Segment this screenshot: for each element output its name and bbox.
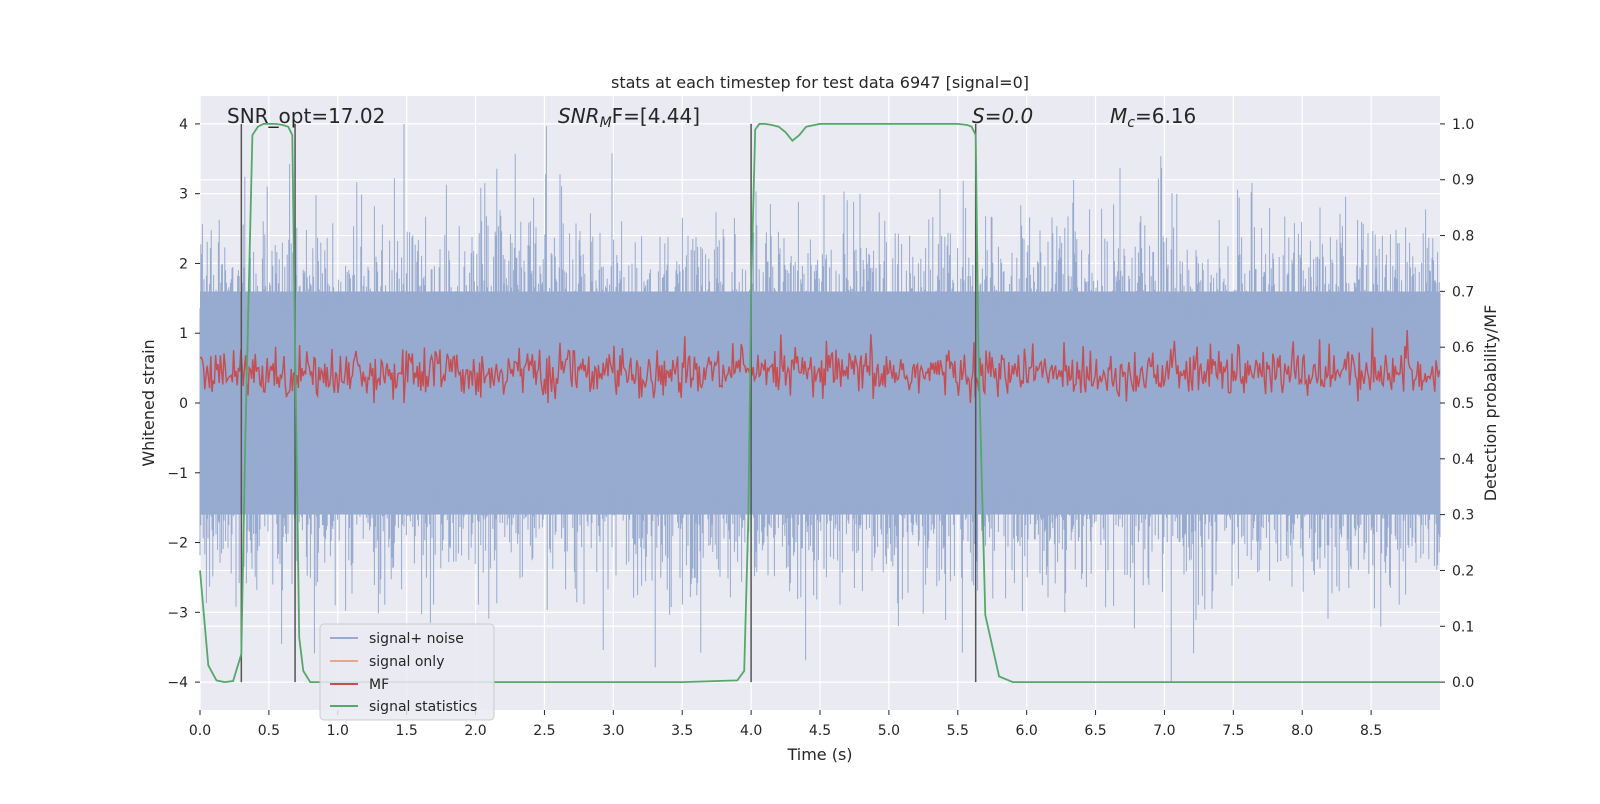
legend: signal+ noise signal only MF signal stat… [319,623,495,721]
y-right-tick-label: 0.5 [1452,396,1474,412]
signal-statistics-trace [199,123,1440,684]
y-left-tick-label: −2 [167,536,188,552]
x-tick-label: 0.0 [189,723,211,739]
x-tick-label: 3.0 [602,723,624,739]
x-tick-label: 0.5 [258,723,280,739]
x-tick-label: 1.5 [396,723,418,739]
y-axis-left-label: Whitened strain [139,339,158,466]
x-tick-label: 8.5 [1360,723,1382,739]
x-tick-label: 7.0 [1153,723,1175,739]
x-tick-label: 6.0 [1016,723,1038,739]
x-tick-label: 8.0 [1291,723,1313,739]
x-tick-label: 4.5 [809,723,831,739]
y-left-tick-label: −3 [167,605,188,621]
chart-title: stats at each timestep for test data 694… [611,73,1029,92]
y-left-tick-label: −1 [167,466,188,482]
legend-label-signal-statistics: signal statistics [369,699,477,715]
y-left-tick-label: 0 [179,396,188,412]
x-axis-label: Time (s) [786,745,852,764]
y-left-tick-label: −4 [167,675,188,691]
y-right-tick-label: 0.6 [1452,340,1474,356]
legend-label-mf: MF [369,677,389,693]
y-left-tick-label: 3 [179,187,188,203]
y-right-tick-label: 0.3 [1452,508,1474,524]
y-right-tick-label: 0.7 [1452,284,1474,300]
y-right-tick-label: 1.0 [1452,117,1474,133]
x-tick-label: 4.0 [740,723,762,739]
x-tick-label: 2.5 [533,723,555,739]
x-tick-label: 5.0 [878,723,900,739]
x-tick-label: 5.5 [947,723,969,739]
mf-trace [199,327,1441,404]
s-annotation: S=0.0 [972,104,1033,128]
x-tick-label: 2.0 [464,723,486,739]
x-tick-label: 6.5 [1084,723,1106,739]
y-right-tick-label: 0.9 [1452,173,1474,189]
snr-opt-annotation: SNR_opt=17.02 [227,104,385,128]
legend-label-signal-noise: signal+ noise [369,631,464,647]
mf-series [199,327,1441,404]
y-left-tick-label: 4 [179,117,188,133]
y-right-tick-label: 0.8 [1452,229,1474,245]
legend-box [319,623,495,721]
y-right-tick-label: 0.2 [1452,563,1474,579]
x-tick-label: 7.5 [1222,723,1244,739]
legend-label-signal-only: signal only [369,654,444,670]
mc-annotation: Mc=6.16 [1110,104,1196,131]
y-left-tick-label: 1 [179,326,188,342]
y-right-tick-label: 0.1 [1452,619,1474,635]
y-axis-right-label: Detection probability/MF [1481,305,1500,502]
y-right-tick-label: 0.4 [1452,452,1474,468]
x-tick-label: 1.0 [327,723,349,739]
signal-statistics-series [199,123,1440,684]
y-left-tick-label: 2 [179,256,188,272]
signal-noise-series [199,123,1441,683]
x-tick-label: 3.5 [671,723,693,739]
tick-labels: 0.0 0.5 1.0 1.5 2.0 2.5 3.0 3.5 4.0 4.5 5.0 5.5 6.0 6… [167,117,1474,739]
y-right-tick-label: 0.0 [1452,675,1474,691]
snr-mf-annotation: SNRMF=[4.44] [558,104,700,131]
